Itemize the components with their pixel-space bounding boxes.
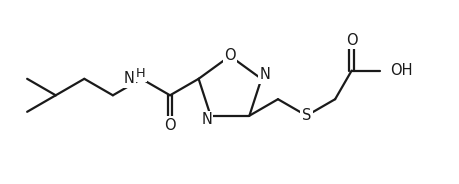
Text: N: N: [201, 112, 212, 127]
Text: O: O: [224, 47, 235, 63]
Text: O: O: [345, 33, 357, 48]
Text: H: H: [135, 67, 145, 80]
Text: N: N: [123, 71, 134, 86]
Text: S: S: [301, 108, 311, 123]
Text: N: N: [259, 67, 270, 82]
Text: OH: OH: [389, 63, 411, 78]
Text: O: O: [164, 118, 175, 133]
